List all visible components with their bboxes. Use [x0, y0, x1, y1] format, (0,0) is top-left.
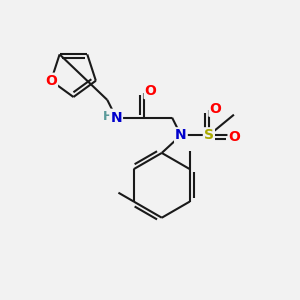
- Text: O: O: [45, 74, 57, 88]
- Text: S: S: [204, 128, 214, 142]
- Text: O: O: [209, 102, 221, 116]
- Text: H: H: [103, 110, 113, 123]
- Text: O: O: [229, 130, 240, 144]
- Text: N: N: [110, 111, 122, 124]
- Text: O: O: [145, 84, 157, 98]
- Text: N: N: [175, 128, 187, 142]
